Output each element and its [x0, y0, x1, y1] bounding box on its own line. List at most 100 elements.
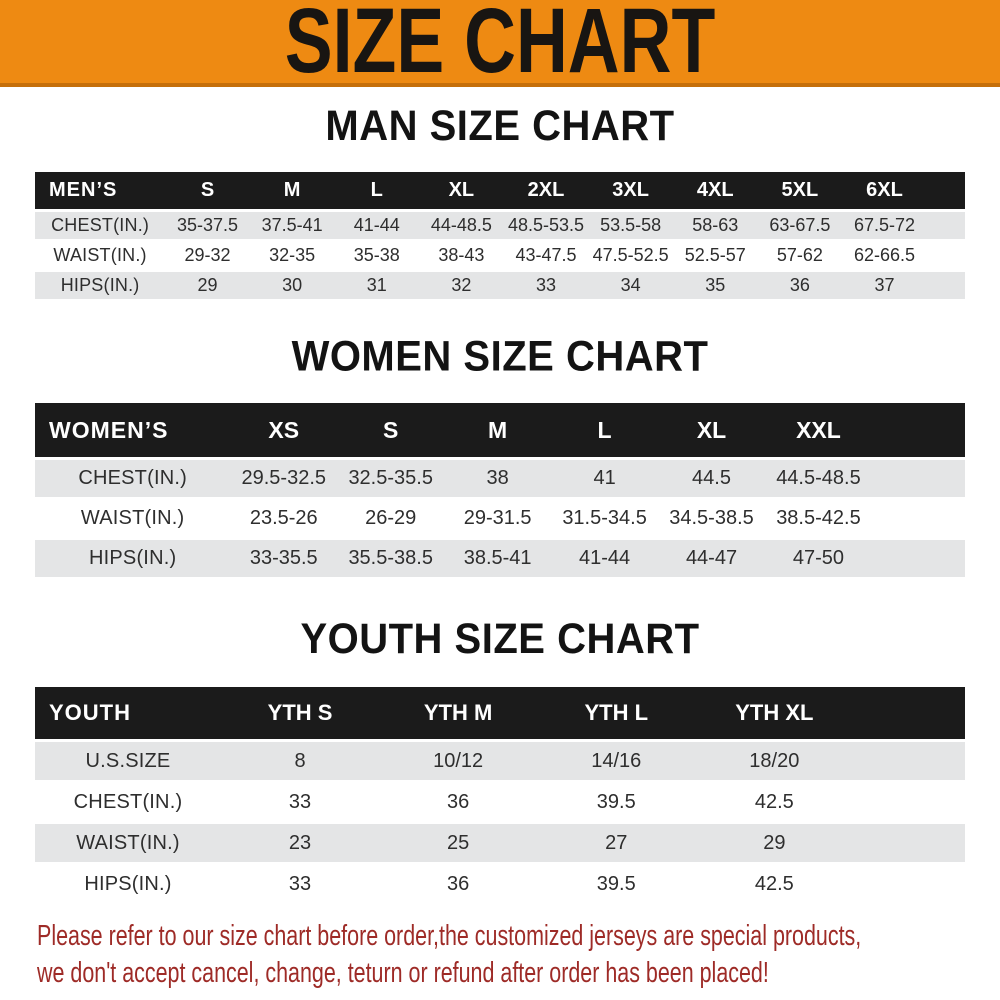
- size-value-cell: 33-35.5: [230, 540, 338, 577]
- size-value-cell: 63-67.5: [757, 212, 843, 239]
- column-header: 3XL: [588, 172, 673, 209]
- size-value-cell: 58-63: [672, 212, 758, 239]
- row-label: HIPS(IN.): [35, 540, 231, 577]
- size-value-cell: 36: [379, 865, 538, 903]
- size-value-cell: 33: [221, 865, 380, 903]
- table-row: HIPS(IN.) 29 30 31 32 33 34 35 36 37: [35, 272, 965, 299]
- row-label: WAIST(IN.): [35, 824, 221, 862]
- size-value-cell: 25: [379, 824, 538, 862]
- size-value-cell: 57-62: [757, 242, 843, 269]
- table-row: WAIST(IN.) 23 25 27 29: [35, 824, 965, 862]
- size-value-cell: 26-29: [337, 500, 445, 537]
- table-row: HIPS(IN.) 33-35.5 35.5-38.5 38.5-41 41-44 44-…: [35, 540, 965, 577]
- row-label: HIPS(IN.): [35, 865, 221, 903]
- size-value-cell: 23.5-26: [230, 500, 338, 537]
- youth-size-table: YOUTH YTH S YTH M YTH L YTH XL U.S.SIZE 8 10/…: [35, 684, 965, 906]
- row-filler: [853, 783, 965, 821]
- column-header: M: [444, 403, 552, 457]
- size-value-cell: 33: [221, 783, 380, 821]
- size-value-cell: 29: [695, 824, 854, 862]
- size-value-cell: 34: [588, 272, 673, 299]
- column-header: XL: [419, 172, 504, 209]
- size-value-cell: 42.5: [695, 865, 854, 903]
- size-value-cell: 31.5-34.5: [551, 500, 659, 537]
- header-filler: [853, 687, 965, 739]
- section-women: WOMEN SIZE CHART WOMEN’S XS S M L XL XXL CHES…: [0, 302, 1000, 580]
- row-label: WAIST(IN.): [35, 242, 166, 269]
- size-value-cell: 42.5: [695, 783, 854, 821]
- column-header: XXL: [764, 403, 872, 457]
- womens-header-row: WOMEN’S XS S M L XL XXL: [35, 403, 965, 457]
- size-value-cell: 29-32: [165, 242, 250, 269]
- size-value-cell: 32-35: [249, 242, 335, 269]
- table-row: CHEST(IN.) 35-37.5 37.5-41 41-44 44-48.5 48.5…: [35, 212, 965, 239]
- mens-table-body: CHEST(IN.) 35-37.5 37.5-41 41-44 44-48.5 48.5…: [35, 212, 965, 299]
- size-value-cell: 35.5-38.5: [337, 540, 445, 577]
- size-value-cell: 30: [249, 272, 335, 299]
- column-header: 5XL: [757, 172, 843, 209]
- row-filler: [871, 460, 965, 497]
- row-filler: [871, 500, 965, 537]
- size-value-cell: 32.5-35.5: [337, 460, 445, 497]
- size-value-cell: 41-44: [551, 540, 659, 577]
- women-section-title: WOMEN SIZE CHART: [0, 302, 1000, 400]
- size-value-cell: 29: [165, 272, 250, 299]
- size-value-cell: 38.5-41: [444, 540, 552, 577]
- size-value-cell: 36: [757, 272, 843, 299]
- notice-line-2: we don't accept cancel, change, teturn o…: [37, 957, 769, 989]
- womens-table-body: CHEST(IN.) 29.5-32.5 32.5-35.5 38 41 44.5 44.5…: [35, 460, 965, 577]
- column-header: L: [334, 172, 420, 209]
- column-header: YTH XL: [695, 687, 854, 739]
- size-value-cell: 29-31.5: [444, 500, 552, 537]
- size-value-cell: 48.5-53.5: [503, 212, 589, 239]
- size-value-cell: 38: [444, 460, 552, 497]
- size-value-cell: 44.5-48.5: [764, 460, 872, 497]
- size-value-cell: 37.5-41: [249, 212, 335, 239]
- row-filler: [853, 824, 965, 862]
- size-value-cell: 39.5: [537, 783, 696, 821]
- row-filler: [853, 865, 965, 903]
- mens-header-row: MEN’S S M L XL 2XL 3XL 4XL 5XL 6XL: [35, 172, 965, 209]
- size-value-cell: 34.5-38.5: [658, 500, 765, 537]
- row-label: CHEST(IN.): [35, 460, 231, 497]
- column-header: YTH S: [221, 687, 380, 739]
- column-header: 6XL: [842, 172, 927, 209]
- youth-header-label: YOUTH: [35, 687, 221, 739]
- size-value-cell: 39.5: [537, 865, 696, 903]
- size-value-cell: 36: [379, 783, 538, 821]
- youth-section-title-text: YOUTH SIZE CHART: [300, 615, 700, 663]
- size-value-cell: 41: [551, 460, 659, 497]
- youth-header-row: YOUTH YTH S YTH M YTH L YTH XL: [35, 687, 965, 739]
- size-value-cell: 33: [503, 272, 589, 299]
- table-row: U.S.SIZE 8 10/12 14/16 18/20: [35, 742, 965, 780]
- size-value-cell: 8: [221, 742, 380, 780]
- row-label: CHEST(IN.): [35, 212, 166, 239]
- column-header: 4XL: [672, 172, 758, 209]
- table-row: CHEST(IN.) 33 36 39.5 42.5: [35, 783, 965, 821]
- table-row: CHEST(IN.) 29.5-32.5 32.5-35.5 38 41 44.5 44.5…: [35, 460, 965, 497]
- row-filler: [871, 540, 965, 577]
- men-section-title: MAN SIZE CHART: [0, 87, 1000, 169]
- size-value-cell: 35: [672, 272, 758, 299]
- column-header: S: [337, 403, 445, 457]
- size-value-cell: 35-37.5: [165, 212, 250, 239]
- size-value-cell: 10/12: [379, 742, 538, 780]
- section-men: MAN SIZE CHART MEN’S S M L XL 2XL 3XL 4XL 5XL 6X…: [0, 87, 1000, 302]
- row-filler: [926, 242, 965, 269]
- youth-section-title: YOUTH SIZE CHART: [0, 580, 1000, 684]
- row-label: WAIST(IN.): [35, 500, 231, 537]
- row-filler: [926, 212, 965, 239]
- size-value-cell: 67.5-72: [842, 212, 927, 239]
- size-value-cell: 43-47.5: [503, 242, 589, 269]
- section-youth: YOUTH SIZE CHART YOUTH YTH S YTH M YTH L YT…: [0, 580, 1000, 906]
- mens-size-table: MEN’S S M L XL 2XL 3XL 4XL 5XL 6XL CHEST(IN.) 35-…: [35, 169, 965, 302]
- banner: SIZE CHART: [0, 0, 1000, 87]
- size-value-cell: 44-48.5: [419, 212, 504, 239]
- youth-table-body: U.S.SIZE 8 10/12 14/16 18/20 CHEST(IN.) 33 36 39…: [35, 742, 965, 903]
- table-row: WAIST(IN.) 29-32 32-35 35-38 38-43 43-47.5 47.…: [35, 242, 965, 269]
- column-header: XS: [230, 403, 338, 457]
- header-filler: [871, 403, 965, 457]
- column-header: YTH M: [379, 687, 538, 739]
